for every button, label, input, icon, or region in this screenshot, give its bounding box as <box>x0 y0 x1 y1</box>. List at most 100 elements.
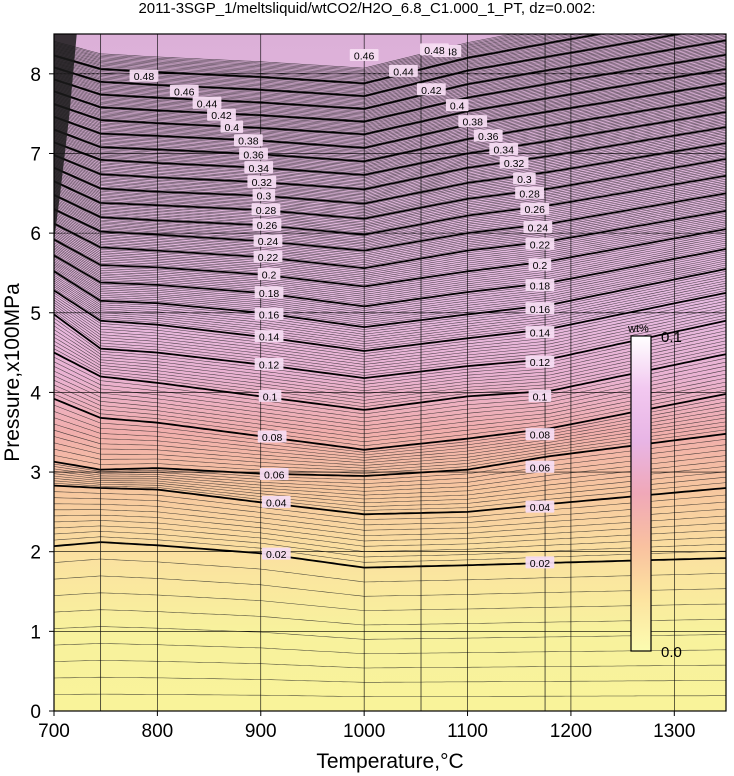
thin-contour-line <box>54 203 726 262</box>
svg-text:0.06: 0.06 <box>264 469 285 481</box>
svg-text:0.1: 0.1 <box>533 391 548 403</box>
thin-contour-line <box>54 38 726 108</box>
thin-contour-line <box>54 53 726 121</box>
contour-label: 0.46 <box>349 49 379 63</box>
thin-contour-line <box>54 240 726 299</box>
thin-contour-line <box>54 41 726 111</box>
contour-label: 0.2 <box>257 268 281 282</box>
thin-contour-line <box>54 34 666 94</box>
bold-contours <box>54 34 726 569</box>
thin-contour-line <box>54 592 726 611</box>
thin-contour-line <box>54 369 726 427</box>
thin-contour-line <box>54 377 726 435</box>
contour-label: 0.28 <box>251 203 281 217</box>
thin-contour-line <box>54 471 726 504</box>
bold-contour-0-08 <box>54 393 726 451</box>
contour-label: 0.46 <box>169 84 199 98</box>
thin-contour-line <box>54 311 726 376</box>
thin-contour-line <box>54 149 726 210</box>
thin-contour-line <box>54 626 726 640</box>
thin-contour-line <box>54 196 726 255</box>
thin-contour-line <box>54 88 726 154</box>
svg-text:0.26: 0.26 <box>525 204 546 216</box>
thin-contour-line <box>54 444 726 484</box>
svg-text:0.02: 0.02 <box>530 558 551 570</box>
thin-contour-line <box>54 146 726 207</box>
y-tick-label: 2 <box>30 543 41 564</box>
thin-contour-line <box>54 246 726 305</box>
contour-label: 0.08 <box>257 430 287 444</box>
svg-text:0.42: 0.42 <box>211 110 232 122</box>
thin-contour-line <box>54 302 726 365</box>
thin-contour-line <box>54 136 726 199</box>
svg-text:0.48: 0.48 <box>424 45 445 57</box>
svg-text:0.2: 0.2 <box>262 270 277 282</box>
bold-contour-0-14 <box>54 289 726 352</box>
thin-contour-line <box>54 34 707 101</box>
contour-label: 0.44 <box>192 96 222 110</box>
svg-text:0.14: 0.14 <box>259 332 280 344</box>
thin-contour-line <box>54 476 726 507</box>
thin-contour-line <box>54 413 726 464</box>
thin-contour-line <box>54 344 726 404</box>
bold-contour-0-44 <box>54 39 726 110</box>
thin-contour-line <box>54 503 726 531</box>
contour-label: 0.16 <box>525 302 555 316</box>
contour-label: 0.12 <box>525 355 555 369</box>
svg-text:0.32: 0.32 <box>252 177 273 189</box>
thin-contour-line <box>54 184 726 243</box>
thin-contour-line <box>54 189 726 248</box>
thin-contour-line <box>54 340 726 401</box>
contour-label: 0.08 <box>525 428 555 442</box>
contour-label: 0.14 <box>525 326 555 340</box>
thin-contour-line <box>54 47 726 116</box>
y-tick-label: 4 <box>30 383 41 404</box>
thin-contour-line <box>54 643 726 654</box>
thin-contour-line <box>54 133 726 196</box>
thin-contour-line <box>54 329 726 392</box>
thin-contour-line <box>54 168 726 229</box>
contour-label: 0.34 <box>244 161 274 175</box>
thin-contour-line <box>54 170 726 231</box>
thin-contour-line <box>54 42 726 112</box>
thin-contour-line <box>54 61 726 129</box>
thin-contour-line <box>54 676 726 683</box>
thin-contour-line <box>54 147 726 209</box>
contour-label: 0.22 <box>253 250 283 264</box>
svg-text:0.44: 0.44 <box>393 66 414 78</box>
x-tick-label: 800 <box>142 721 174 742</box>
contour-label: 0.48 <box>420 43 449 57</box>
svg-text:0.4: 0.4 <box>225 122 240 134</box>
thin-contour-line <box>54 101 726 166</box>
colorbar-max-label: 0.1 <box>661 329 682 346</box>
svg-text:0.24: 0.24 <box>258 236 279 248</box>
thin-contour-line <box>54 405 726 458</box>
contour-label: 0.32 <box>499 156 529 170</box>
thin-contour-line <box>54 294 726 357</box>
svg-text:0.08: 0.08 <box>262 432 283 444</box>
thin-contour-line <box>54 187 726 247</box>
x-axis-title: Temperature,°C <box>316 750 463 773</box>
thin-contour-line <box>54 244 726 303</box>
thin-contour-line <box>54 438 726 481</box>
svg-text:0.4: 0.4 <box>450 101 465 113</box>
thin-contour-line <box>54 77 726 143</box>
thin-contour-line <box>54 531 726 558</box>
thin-contour-line <box>54 34 715 102</box>
bold-contour-0-32 <box>54 126 726 191</box>
bold-contour-0-34 <box>54 111 726 176</box>
thin-contour-line <box>54 491 726 520</box>
svg-text:0.04: 0.04 <box>530 502 551 514</box>
contour-label: 0.3 <box>513 172 536 186</box>
thin-contour-line <box>54 107 726 172</box>
thin-contour-line <box>54 75 726 142</box>
thin-contour-line <box>54 536 726 563</box>
thin-contour-line <box>54 455 726 492</box>
thin-contour-line <box>54 34 698 99</box>
thin-contour-line <box>54 282 726 342</box>
svg-text:0.06: 0.06 <box>530 462 551 474</box>
thin-contour-line <box>54 65 726 133</box>
colorbar-min-label: 0.0 <box>661 644 682 661</box>
svg-text:0.36: 0.36 <box>243 149 264 161</box>
thin-contour-line <box>54 421 726 469</box>
